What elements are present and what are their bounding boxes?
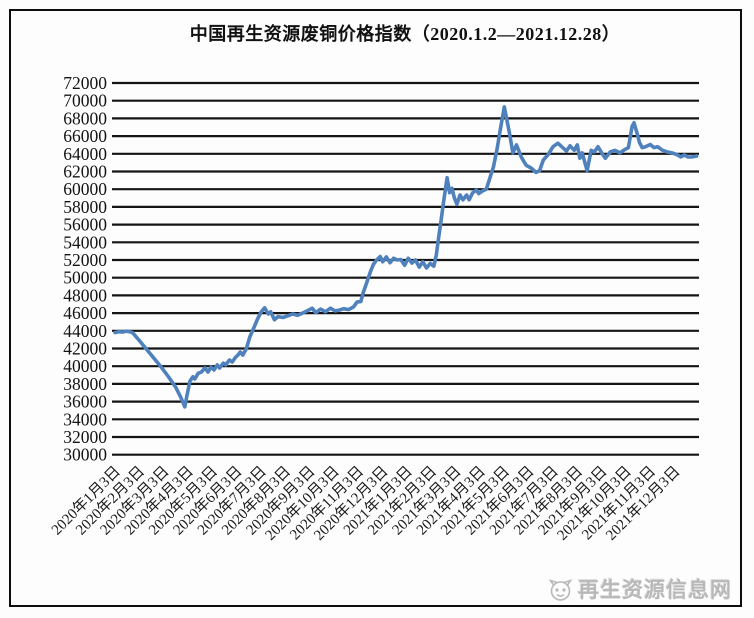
- y-tick-label-32000: 32000: [63, 427, 107, 447]
- y-tick-label-36000: 36000: [63, 392, 107, 412]
- y-tick-label-68000: 68000: [63, 108, 107, 128]
- y-tick-label-72000: 72000: [63, 73, 107, 93]
- y-tick-label-34000: 34000: [63, 409, 107, 429]
- y-tick-label-56000: 56000: [63, 215, 107, 235]
- figure-border: [9, 9, 742, 607]
- y-tick-label-58000: 58000: [63, 197, 107, 217]
- y-tick-label-52000: 52000: [63, 250, 107, 270]
- price-index-series-line: [113, 105, 699, 409]
- y-tick-label-50000: 50000: [63, 268, 107, 288]
- y-tick-label-30000: 30000: [63, 445, 107, 465]
- y-tick-label-70000: 70000: [63, 91, 107, 111]
- y-tick-label-62000: 62000: [63, 162, 107, 182]
- y-tick-label-38000: 38000: [63, 374, 107, 394]
- y-tick-label-66000: 66000: [63, 126, 107, 146]
- y-tick-label-42000: 42000: [63, 339, 107, 359]
- y-tick-label-60000: 60000: [63, 179, 107, 199]
- chart-title: 中国再生资源废铜价格指数（2020.1.2—2021.12.28）: [189, 24, 621, 44]
- y-tick-label-54000: 54000: [63, 232, 107, 252]
- watermark-text: 再生资源信息网: [578, 578, 732, 602]
- y-tick-label-46000: 46000: [63, 303, 107, 323]
- watermark: 再生资源信息网: [546, 574, 732, 604]
- y-tick-label-44000: 44000: [63, 321, 107, 341]
- y-tick-label-64000: 64000: [63, 144, 107, 164]
- watermark-logo-icon: [548, 579, 573, 601]
- y-tick-label-48000: 48000: [63, 285, 107, 305]
- y-tick-label-40000: 40000: [63, 356, 107, 376]
